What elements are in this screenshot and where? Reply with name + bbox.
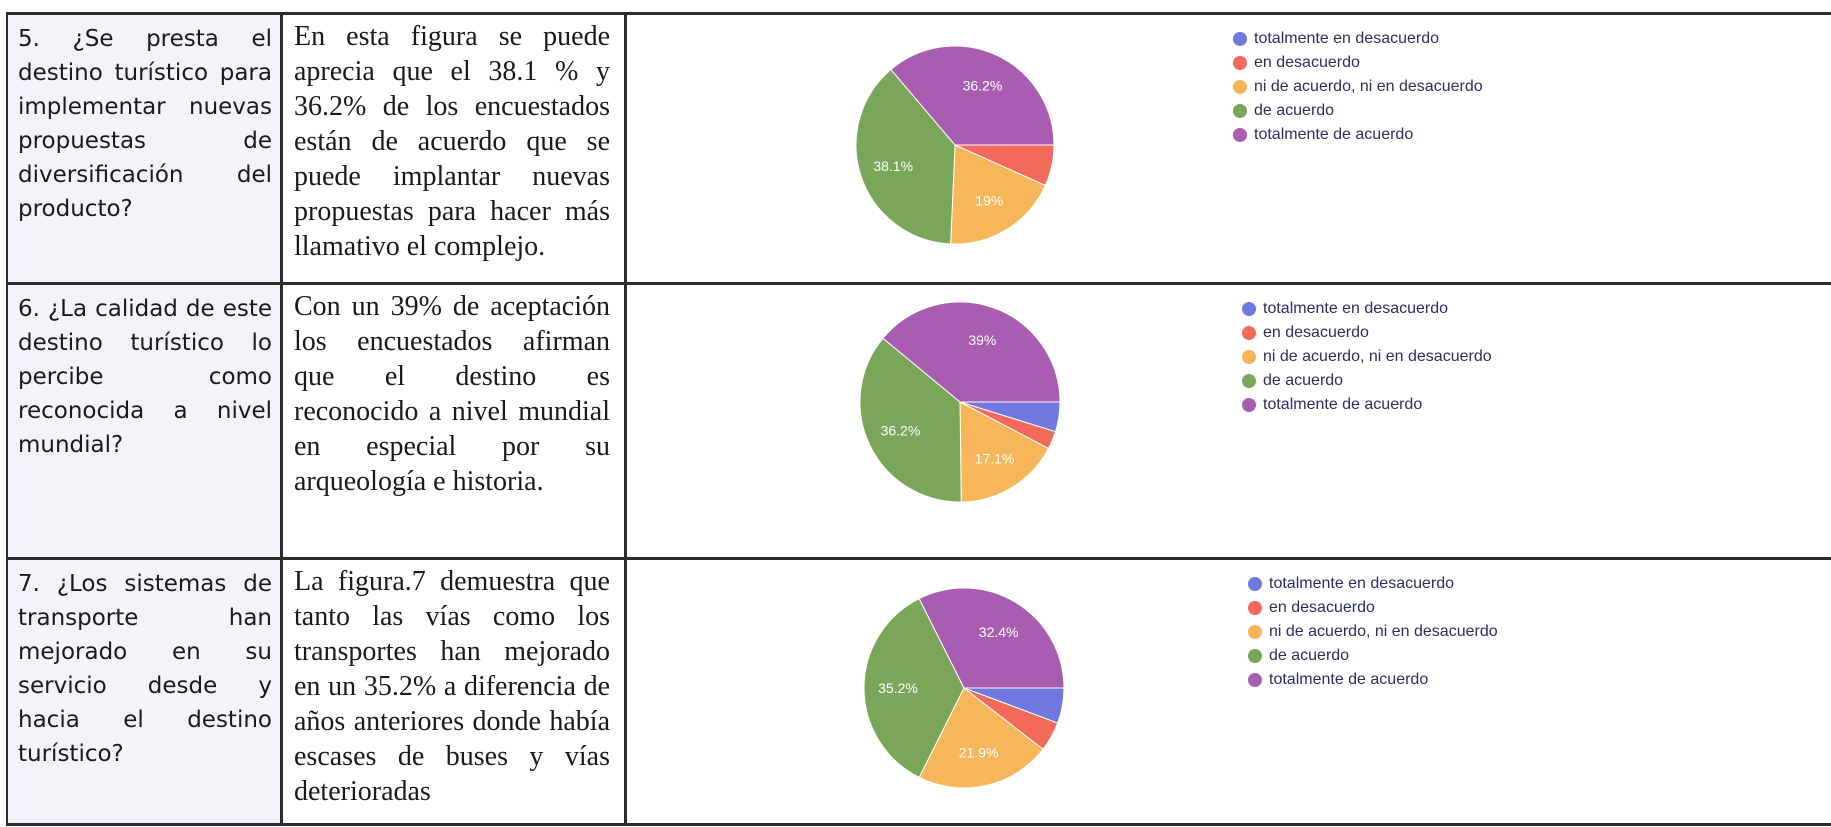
- slice-label: 38.1%: [873, 158, 913, 174]
- legend-swatch: [1233, 80, 1247, 94]
- chart-cell: 17.1% 36.2% 39% totalmente en desacuerdo en…: [627, 285, 1831, 557]
- legend-item: totalmente de acuerdo: [1242, 393, 1492, 417]
- survey-table: 5. ¿Se presta el destino turístico para …: [6, 12, 1831, 826]
- slice-label: 32.4%: [979, 624, 1019, 640]
- legend-item: de acuerdo: [1242, 369, 1492, 393]
- legend-label: ni de acuerdo, ni en desacuerdo: [1263, 348, 1492, 365]
- legend-item: totalmente de acuerdo: [1248, 668, 1498, 692]
- pie-slice: [890, 45, 1055, 146]
- legend-swatch: [1233, 128, 1247, 142]
- legend-label: en desacuerdo: [1263, 324, 1369, 341]
- legend-swatch: [1248, 649, 1262, 663]
- legend-label: en desacuerdo: [1254, 54, 1360, 71]
- pie-slice: [959, 401, 1050, 503]
- pie-slice: [859, 337, 962, 503]
- pie-slice: [950, 144, 1047, 245]
- pie-chart: 19% 38.1% 36.2%: [855, 45, 1055, 245]
- analysis-cell: Con un 39% de aceptación los encuestados…: [283, 285, 627, 557]
- table-row: 6. ¿La calidad de este destino turístico…: [6, 285, 1831, 560]
- legend-label: totalmente en desacuerdo: [1263, 300, 1449, 317]
- legend-label: ni de acuerdo, ni en desacuerdo: [1254, 78, 1483, 95]
- question-cell: 6. ¿La calidad de este destino turístico…: [6, 285, 283, 557]
- question-cell: 7. ¿Los sistemas de transporte han mejor…: [6, 560, 283, 823]
- legend-swatch: [1242, 374, 1256, 388]
- legend-item: ni de acuerdo, ni en desacuerdo: [1233, 75, 1483, 99]
- legend-label: ni de acuerdo, ni en desacuerdo: [1269, 623, 1498, 640]
- legend-label: totalmente de acuerdo: [1263, 396, 1423, 413]
- legend-item: totalmente en desacuerdo: [1242, 297, 1492, 321]
- legend-item: en desacuerdo: [1233, 51, 1483, 75]
- pie-slice: [918, 687, 1044, 789]
- legend-item: ni de acuerdo, ni en desacuerdo: [1242, 345, 1492, 369]
- legend-item: de acuerdo: [1248, 644, 1498, 668]
- legend-label: totalmente de acuerdo: [1254, 126, 1414, 143]
- slice-label: 36.2%: [963, 78, 1003, 94]
- legend-swatch: [1248, 625, 1262, 639]
- slice-label: 19%: [975, 193, 1003, 209]
- legend-item: ni de acuerdo, ni en desacuerdo: [1248, 620, 1498, 644]
- slice-label: 17.1%: [975, 450, 1015, 466]
- chart-legend: totalmente en desacuerdo en desacuerdo ni …: [1248, 572, 1498, 692]
- legend-label: en desacuerdo: [1269, 599, 1375, 616]
- legend-label: totalmente de acuerdo: [1269, 671, 1429, 688]
- slice-label: 21.9%: [959, 744, 999, 760]
- legend-item: totalmente en desacuerdo: [1248, 572, 1498, 596]
- legend-item: en desacuerdo: [1248, 596, 1498, 620]
- legend-swatch: [1233, 104, 1247, 118]
- pie-slice: [918, 587, 1065, 689]
- pie-slice: [882, 301, 1061, 403]
- analysis-cell: En esta figura se puede aprecia que el 3…: [283, 15, 627, 282]
- slice-label: 39%: [968, 332, 996, 348]
- legend-swatch: [1248, 601, 1262, 615]
- legend-item: en desacuerdo: [1242, 321, 1492, 345]
- legend-label: totalmente en desacuerdo: [1269, 575, 1455, 592]
- legend-swatch: [1233, 32, 1247, 46]
- table-row: 5. ¿Se presta el destino turístico para …: [6, 15, 1831, 285]
- legend-label: totalmente en desacuerdo: [1254, 30, 1440, 47]
- legend-swatch: [1233, 56, 1247, 70]
- legend-swatch: [1242, 302, 1256, 316]
- legend-label: de acuerdo: [1254, 102, 1335, 119]
- legend-item: totalmente de acuerdo: [1233, 123, 1483, 147]
- chart-cell: 21.9% 35.2% 32.4% totalmente en desacuerdo…: [627, 560, 1831, 823]
- table-row: 7. ¿Los sistemas de transporte han mejor…: [6, 560, 1831, 826]
- chart-legend: totalmente en desacuerdo en desacuerdo ni …: [1242, 297, 1492, 417]
- legend-label: de acuerdo: [1269, 647, 1350, 664]
- legend-item: de acuerdo: [1233, 99, 1483, 123]
- legend-label: de acuerdo: [1263, 372, 1344, 389]
- slice-label: 36.2%: [881, 422, 921, 438]
- chart-legend: totalmente en desacuerdo en desacuerdo ni …: [1233, 27, 1483, 147]
- legend-swatch: [1248, 673, 1262, 687]
- legend-swatch: [1242, 398, 1256, 412]
- legend-swatch: [1242, 326, 1256, 340]
- pie-chart: 21.9% 35.2% 32.4%: [863, 587, 1065, 789]
- legend-item: totalmente en desacuerdo: [1233, 27, 1483, 51]
- pie-chart: 17.1% 36.2% 39%: [859, 301, 1061, 503]
- analysis-cell: La figura.7 demuestra que tanto las vías…: [283, 560, 627, 823]
- pie-slice: [855, 68, 956, 245]
- legend-swatch: [1242, 350, 1256, 364]
- slice-label: 35.2%: [878, 680, 918, 696]
- chart-cell: 19% 38.1% 36.2% totalmente en desacuerdo en…: [627, 15, 1831, 282]
- question-cell: 5. ¿Se presta el destino turístico para …: [6, 15, 283, 282]
- pie-slice: [863, 597, 965, 779]
- legend-swatch: [1248, 577, 1262, 591]
